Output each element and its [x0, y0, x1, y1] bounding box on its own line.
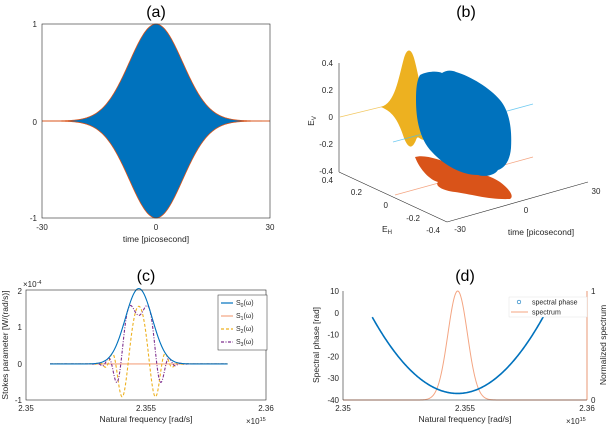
x-exponent-c: ×1015 [246, 417, 266, 426]
xtick-c: 2.35 [18, 404, 34, 413]
panel-b: (b) 0.4 0.2 0 -0.2 -0.4 0.4 0.2 0 -0.2 -… [306, 4, 601, 237]
zlabel-b: EV [306, 116, 318, 126]
eh-projection-shape [415, 156, 512, 200]
legend-label-s0: S0(ω) [236, 300, 254, 309]
legend-box [508, 296, 588, 318]
timetick-b: 0 [524, 206, 529, 215]
ytick-a: 1 [33, 20, 38, 29]
ytick-d: -10 [327, 331, 339, 340]
title-b: (b) [456, 4, 476, 21]
legend-box [217, 294, 268, 351]
xtick-d: 2.35 [335, 404, 351, 413]
ylabel-right-d: Normalized spectrum [598, 305, 608, 385]
title-a: (a) [146, 4, 166, 21]
3d-field-shape [416, 70, 512, 176]
panel-c: (c) 2.35 2.355 2.36 2 1 0 -1 ×10-4 ×1015… [0, 268, 274, 426]
legend-label-s3: S3(ω) [236, 339, 254, 348]
xtick-c: 2.355 [136, 404, 157, 413]
ztick-b: 0.4 [322, 59, 334, 68]
xlabel-a: time [picosecond] [123, 234, 189, 244]
yticks-d: 10 0 -10 -20 -30 -40 [327, 287, 339, 405]
xtick-d: 2.36 [579, 404, 595, 413]
legend-swatch-phase [516, 299, 522, 305]
time-axis-b [446, 181, 589, 223]
legend-label-phase: spectral phase [532, 300, 578, 307]
xtick-a: 0 [154, 223, 159, 232]
legend-label-s2: S2(ω) [236, 326, 254, 335]
series-s0-line [50, 288, 228, 365]
plot-a-area [42, 23, 270, 219]
eh-axis-b [338, 171, 448, 223]
y-exponent-c: ×10-4 [23, 280, 41, 289]
ytick-right-d: 1 [591, 287, 596, 296]
ev-projection-baseline [339, 105, 386, 118]
ytick-d: -30 [327, 374, 339, 383]
plot-c-area [50, 288, 228, 398]
ytick-d: 0 [335, 309, 340, 318]
ev-projection-shape [381, 50, 425, 147]
legend-d: spectral phase spectrum [508, 296, 588, 318]
ytick-d: 10 [330, 287, 339, 296]
legend-label-spectrum: spectrum [532, 310, 561, 317]
ytick-c: 0 [18, 360, 23, 369]
ylabel-b: EH [382, 224, 392, 236]
ytick-a: 0 [33, 118, 38, 127]
xlabel-b: time [picosecond] [508, 227, 574, 237]
ytick-d: -40 [327, 396, 339, 405]
timetick-b: 30 [592, 187, 601, 196]
ytick-c: 1 [18, 323, 23, 332]
ylabel-c: Stokes parameter [W/(rad/s)] [0, 290, 10, 399]
ztick-b: 0.2 [322, 86, 334, 95]
ehtick-b: 0 [384, 201, 389, 210]
ytick-c: 2 [18, 287, 23, 296]
field-fill [42, 24, 270, 218]
ytick-a: -1 [30, 214, 38, 223]
ytick-c: -1 [15, 396, 23, 405]
ytick-right-d: 0 [591, 396, 596, 405]
ztick-b: 0 [329, 113, 334, 122]
title-d: (d) [455, 268, 475, 285]
xtick-a: 30 [266, 223, 275, 232]
ytick-d: -20 [327, 352, 339, 361]
title-c: (c) [137, 268, 156, 285]
series-s2-line [50, 305, 228, 398]
ztick-b: -0.2 [319, 140, 333, 149]
xtick-d: 2.355 [455, 404, 476, 413]
xtick-c: 2.36 [258, 404, 274, 413]
legend-c: S0(ω) S1(ω) S2(ω) S3(ω) [217, 294, 268, 351]
ehtick-b: 0.4 [322, 176, 334, 185]
ehtick-b: -0.4 [426, 226, 440, 235]
xlabel-d: Natural frequency [rad/s] [418, 414, 511, 424]
xlabel-c: Natural frequency [rad/s] [99, 414, 192, 424]
xtick-a: -30 [36, 223, 48, 232]
axes-box-a [41, 23, 271, 219]
x-exponent-d: ×1015 [566, 417, 586, 426]
panel-a: (a) -30 0 30 1 0 -1 time [picosecond] [30, 4, 275, 244]
ylabel-d: Spectral phase [rad] [311, 307, 321, 383]
timetick-b: -30 [454, 225, 466, 234]
ehtick-b: -0.2 [406, 214, 420, 223]
spectral-phase-line [371, 307, 549, 395]
ztick-b: -0.4 [319, 167, 333, 176]
legend-label-s1: S1(ω) [236, 313, 254, 322]
ehtick-b: 0.2 [351, 188, 363, 197]
series-s3-line [50, 304, 228, 383]
panel-d: (d) 2.35 2.355 2.36 100-10-20-30-40 1 0 … [311, 268, 608, 426]
